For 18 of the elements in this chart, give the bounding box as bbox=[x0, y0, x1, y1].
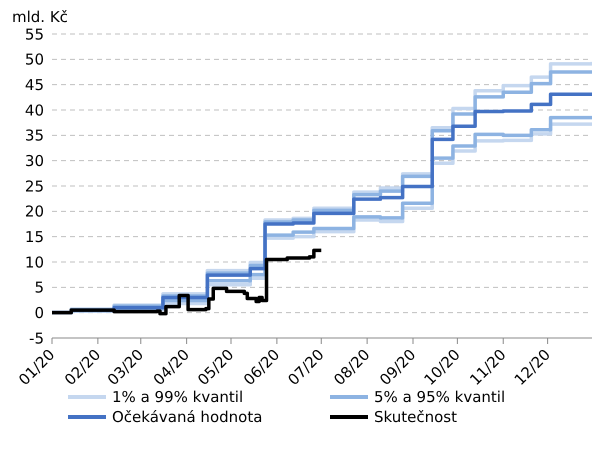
y-tick-label: 5 bbox=[34, 278, 44, 297]
legend-label: Očekávaná hodnota bbox=[112, 408, 262, 426]
y-axis-title: mld. Kč bbox=[12, 8, 68, 26]
legend-label: 5% a 95% kvantil bbox=[374, 388, 506, 406]
y-tick-label: 10 bbox=[24, 253, 44, 272]
y-tick-label: -5 bbox=[29, 329, 44, 348]
y-tick-label: 55 bbox=[24, 25, 44, 44]
legend-label: Skutečnost bbox=[374, 408, 457, 426]
legend-label: 1% a 99% kvantil bbox=[112, 388, 244, 406]
y-tick-label: 45 bbox=[24, 76, 44, 94]
y-tick-label: 50 bbox=[24, 50, 44, 69]
y-tick-label: 30 bbox=[24, 152, 44, 170]
y-tick-label: 20 bbox=[24, 202, 44, 221]
y-tick-label: 35 bbox=[24, 126, 44, 145]
y-tick-label: 0 bbox=[34, 304, 44, 322]
y-tick-label: 15 bbox=[24, 228, 44, 246]
y-tick-label: 25 bbox=[24, 177, 44, 196]
y-tick-label: 40 bbox=[24, 101, 44, 120]
